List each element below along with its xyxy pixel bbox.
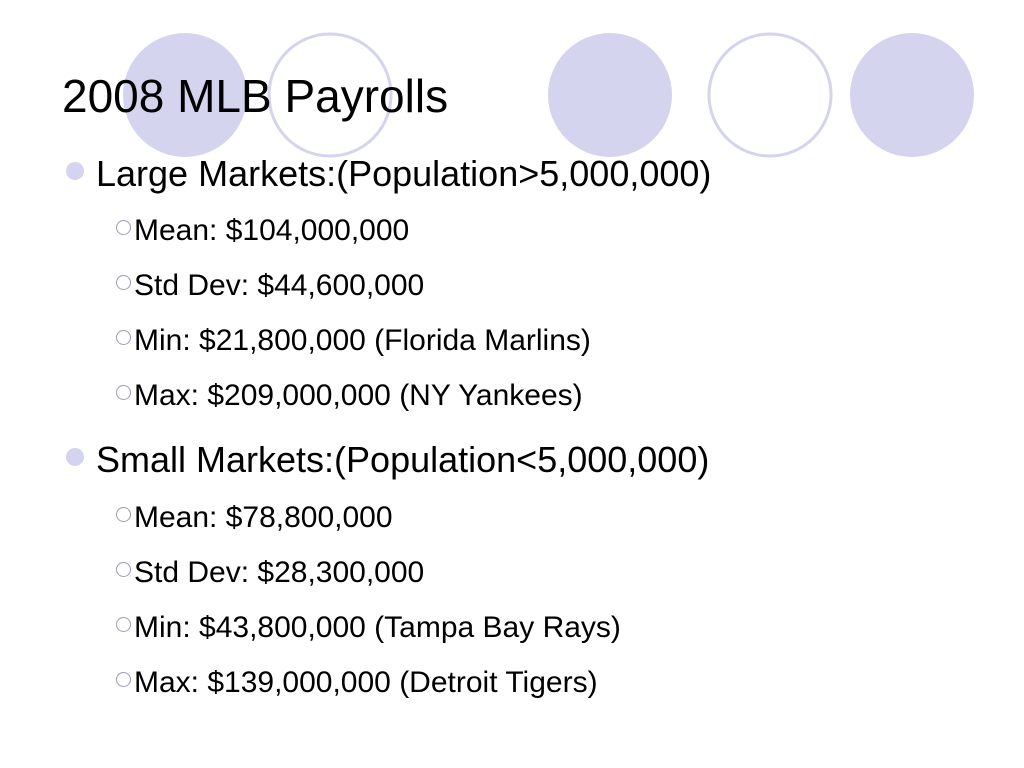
hollow-circle-bullet-icon bbox=[116, 220, 131, 235]
sub-bullet-item: Std Dev: $44,600,000 bbox=[116, 267, 424, 305]
sub-bullet-text: Min: $21,800,000 (Florida Marlins) bbox=[134, 324, 591, 357]
decor-circle-filled bbox=[548, 33, 672, 157]
sub-bullet-item: Min: $21,800,000 (Florida Marlins) bbox=[116, 322, 591, 360]
sub-bullet-item: Mean: $78,800,000 bbox=[116, 499, 393, 537]
sub-bullet-text: Min: $43,800,000 (Tampa Bay Rays) bbox=[134, 611, 621, 644]
hollow-circle-bullet-icon bbox=[116, 562, 131, 577]
hollow-circle-bullet-icon bbox=[116, 617, 131, 632]
sub-bullet-text: Mean: $78,800,000 bbox=[134, 501, 393, 534]
sub-bullet-item: Max: $139,000,000 (Detroit Tigers) bbox=[116, 664, 598, 702]
slide-title: 2008 MLB Payrolls bbox=[62, 70, 449, 122]
sub-bullet-text: Mean: $104,000,000 bbox=[134, 214, 410, 247]
sub-bullet-text: Max: $209,000,000 (NY Yankees) bbox=[134, 379, 583, 412]
sub-bullet-item: Std Dev: $28,300,000 bbox=[116, 554, 424, 592]
hollow-circle-bullet-icon bbox=[116, 275, 131, 290]
hollow-circle-bullet-icon bbox=[116, 385, 131, 400]
bullet-item-small-markets: Small Markets:(Population<5,000,000) bbox=[66, 438, 709, 482]
sub-bullet-text: Std Dev: $44,600,000 bbox=[134, 269, 425, 302]
decor-circle-outline bbox=[707, 32, 833, 158]
bullet-text: Large Markets:(Population>5,000,000) bbox=[96, 153, 712, 194]
bullet-item-large-markets: Large Markets:(Population>5,000,000) bbox=[66, 152, 711, 196]
sub-bullet-item: Max: $209,000,000 (NY Yankees) bbox=[116, 377, 583, 415]
sub-bullet-text: Max: $139,000,000 (Detroit Tigers) bbox=[134, 666, 598, 699]
hollow-circle-bullet-icon bbox=[116, 330, 131, 345]
filled-circle-bullet-icon bbox=[66, 448, 84, 466]
decorative-circles bbox=[123, 32, 974, 158]
decor-circle-filled bbox=[123, 33, 247, 157]
bullet-text: Small Markets:(Population<5,000,000) bbox=[96, 439, 710, 480]
decor-circle-filled bbox=[850, 33, 974, 157]
decor-circle-outline bbox=[267, 32, 393, 158]
sub-bullet-text: Std Dev: $28,300,000 bbox=[134, 556, 425, 589]
sub-bullet-item: Min: $43,800,000 (Tampa Bay Rays) bbox=[116, 609, 621, 647]
sub-bullet-item: Mean: $104,000,000 bbox=[116, 212, 409, 250]
filled-circle-bullet-icon bbox=[66, 162, 84, 180]
hollow-circle-bullet-icon bbox=[116, 672, 131, 687]
hollow-circle-bullet-icon bbox=[116, 507, 131, 522]
